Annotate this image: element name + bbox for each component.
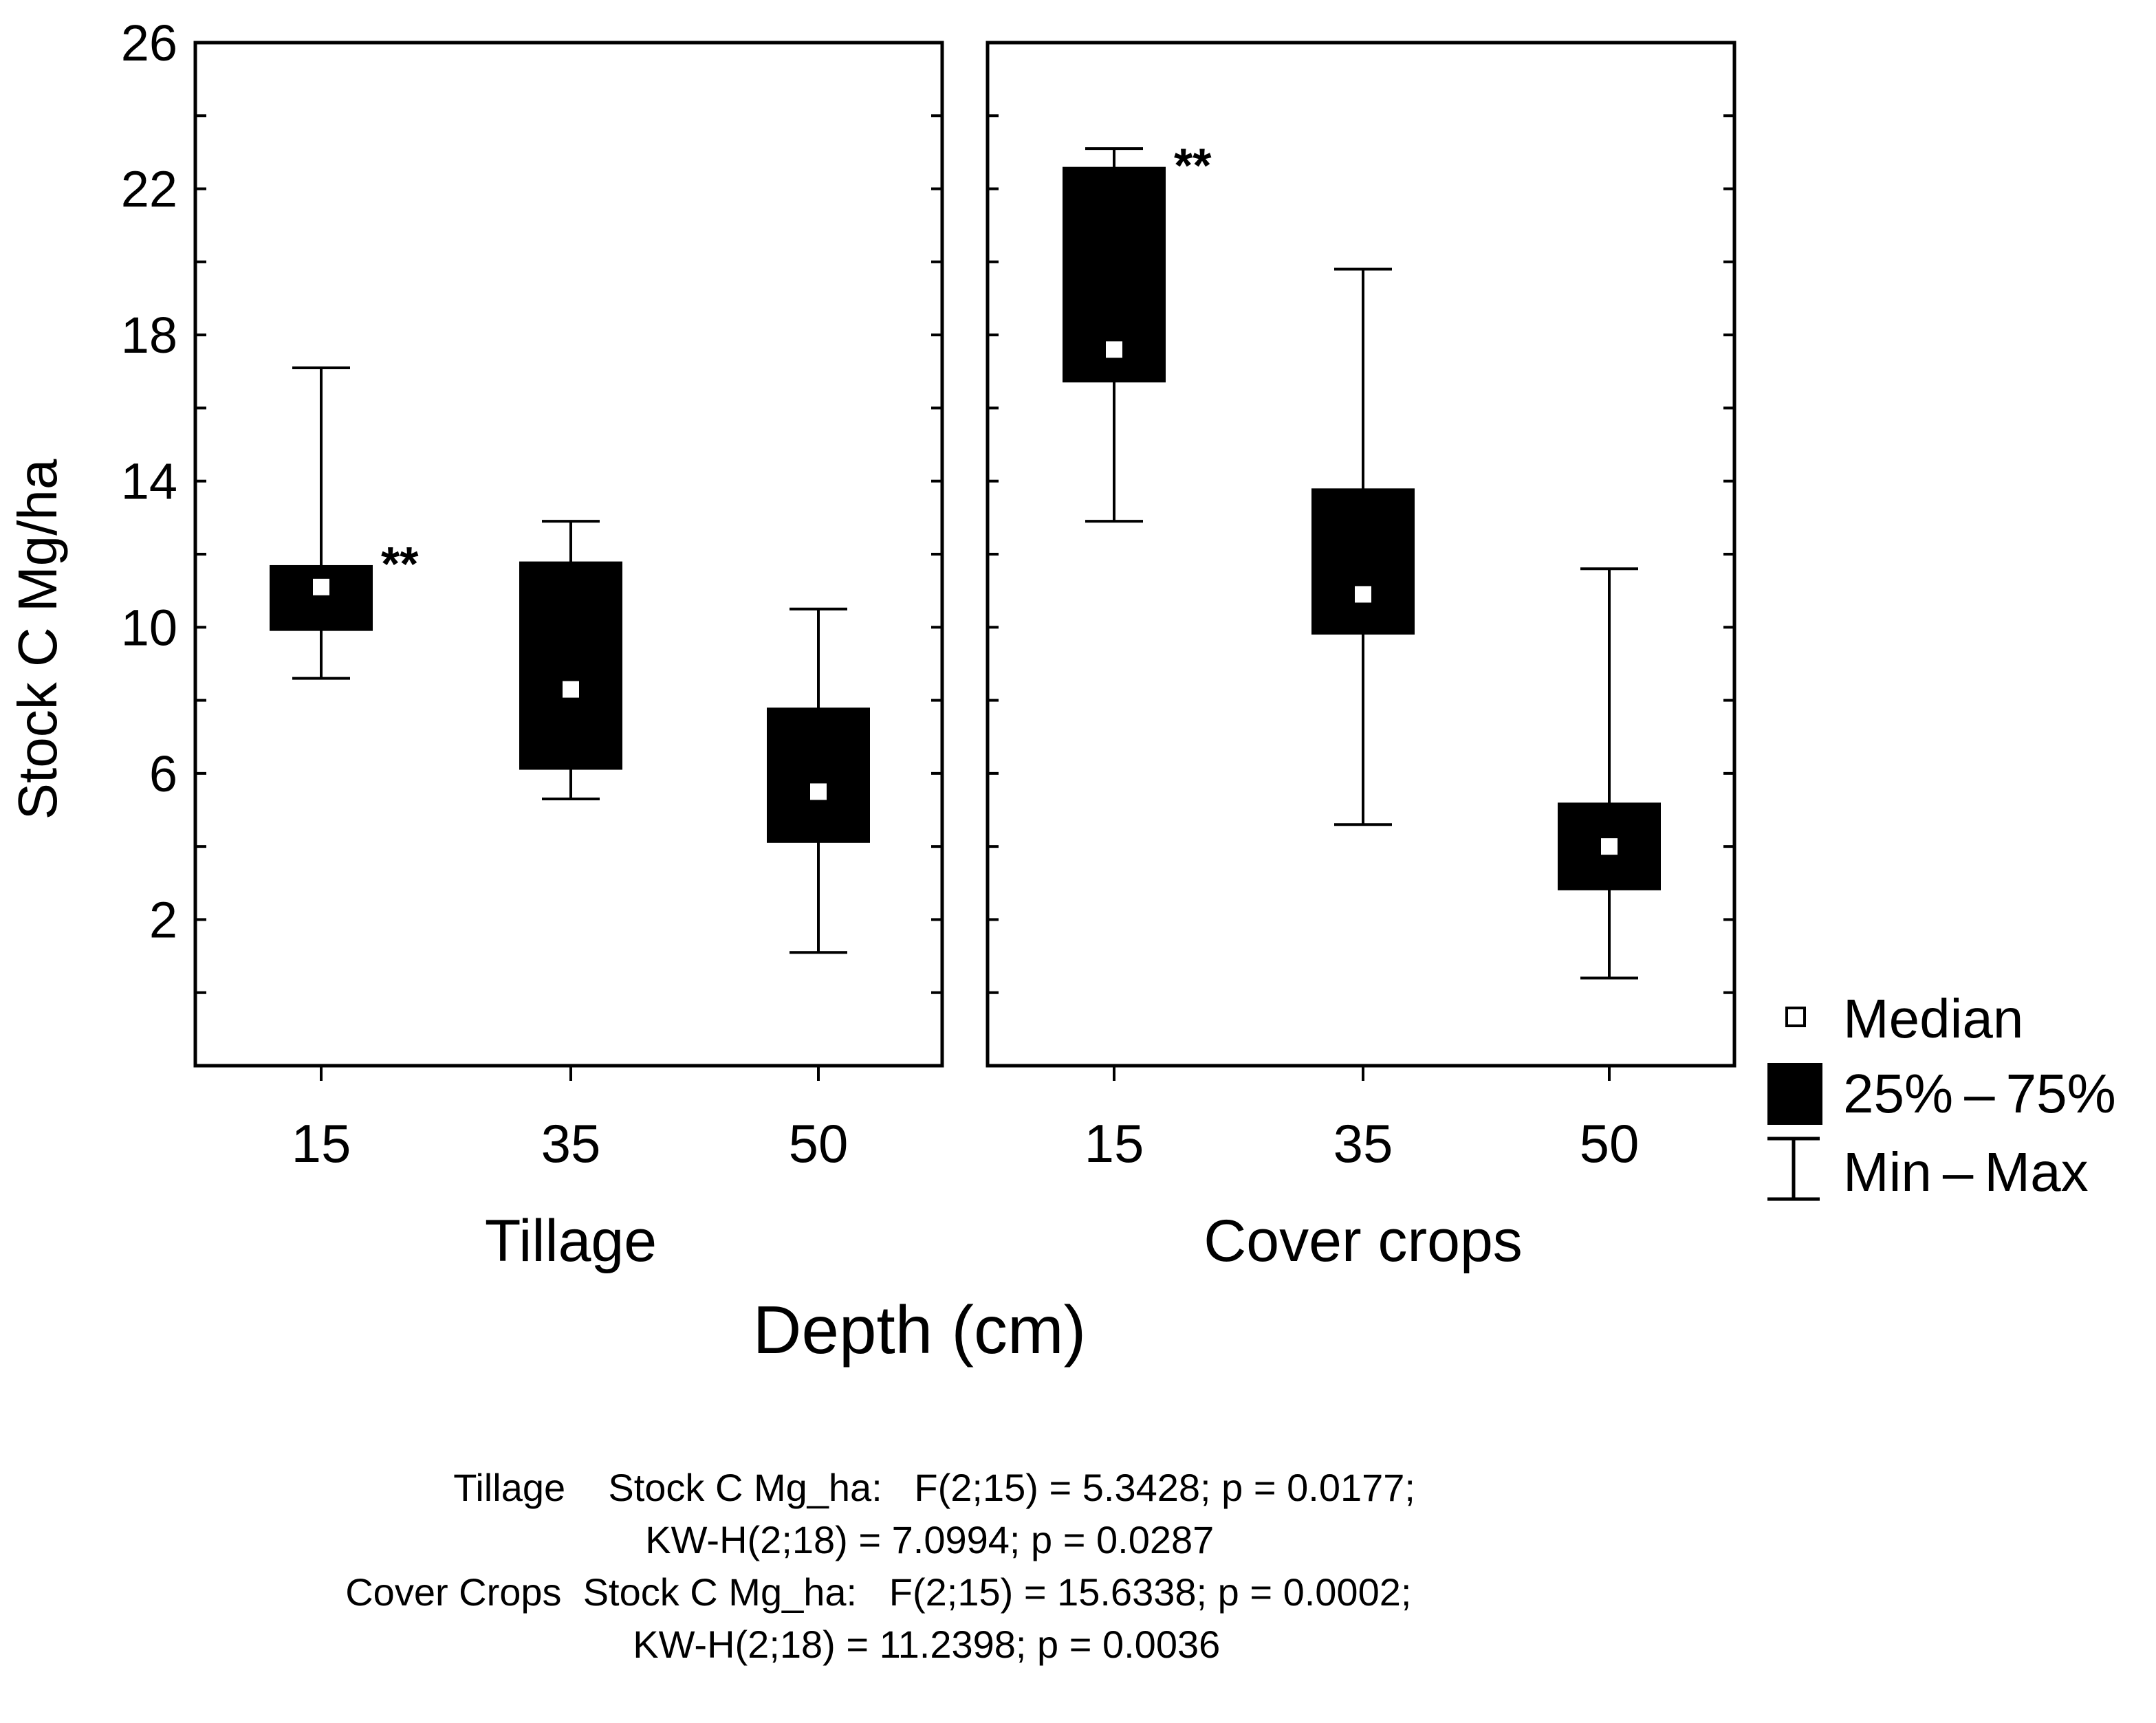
y-tick-label-22: 22 (121, 161, 177, 218)
stats-line-tillage-kw: KW-H(2;18) = 7.0994; p = 0.0287 (602, 1462, 1214, 1618)
y-axis-label: Stock C Mg/ha (7, 459, 68, 820)
median-marker-cover-crops-50 (1601, 838, 1618, 855)
y-tick-label-2: 2 (149, 891, 177, 948)
y-tick-label-18: 18 (121, 307, 177, 364)
box-tillage-50: 50 (767, 607, 870, 1174)
significance-annotation-tillage-15: ** (381, 537, 419, 591)
y-tick-label-6: 6 (149, 745, 177, 802)
stats-line-tillage: Tillage Stock C Mg_ha: F(2;15) = 5.3428;… (411, 1409, 1415, 1566)
box-tillage-35: 35 (519, 520, 622, 1174)
box-cover-crops-50: 50 (1558, 567, 1661, 1174)
median-marker-tillage-50 (810, 783, 827, 800)
iqr-box-tillage-35 (519, 561, 622, 770)
stats-text-cover-crops: Stock C Mg_ha: F(2;15) = 15.6338; p = 0.… (582, 1570, 1412, 1614)
box-cover-crops-15: ** 15 (1063, 139, 1212, 1174)
stats-line-cover-crops-kw: KW-H(2;18) = 11.2398; p = 0.0036 (590, 1566, 1220, 1723)
legend-label-median: Median (1843, 988, 2023, 1049)
iqr-box-tillage-15 (270, 564, 373, 631)
legend: Median 25% – 75% Min – Max (1767, 988, 2116, 1203)
x-tick-label-cover-crops-15: 15 (1085, 1113, 1144, 1174)
panel-frame-tillage (193, 41, 944, 1068)
legend-whisker-symbol (1767, 1137, 1820, 1201)
iqr-box-tillage-50 (767, 707, 870, 843)
box-tillage-15: ** 15 (270, 366, 419, 1174)
x-tick-label-tillage-15: 15 (292, 1113, 351, 1174)
legend-label-box: 25% – 75% (1843, 1063, 2116, 1124)
stats-text-tillage-kw: KW-H(2;18) = 7.0994; p = 0.0287 (645, 1518, 1215, 1561)
stats-prefix-tillage: Tillage (453, 1466, 566, 1509)
iqr-box-cover-crops-35 (1311, 488, 1415, 635)
legend-box-symbol (1767, 1063, 1822, 1125)
y-tick-label-26: 26 (121, 14, 177, 72)
panel-label-cover-crops: Cover crops (1204, 1208, 1523, 1274)
x-tick-label-cover-crops-35: 35 (1333, 1113, 1393, 1174)
significance-annotation-cover-crops-15: ** (1174, 139, 1212, 193)
x-tick-label-cover-crops-50: 50 (1580, 1113, 1640, 1174)
x-axis-label: Depth (cm) (753, 1292, 1087, 1368)
x-tick-label-tillage-35: 35 (541, 1113, 601, 1174)
stats-line-cover-crops: Cover Crops Stock C Mg_ha: F(2;15) = 15.… (303, 1514, 1411, 1671)
panel-label-tillage: Tillage (485, 1208, 657, 1274)
legend-median-symbol (1785, 1007, 1806, 1027)
panel-cover-crops: ** 15 35 50 Cover crops (986, 41, 1736, 1274)
median-marker-tillage-15 (313, 578, 329, 595)
median-marker-tillage-35 (563, 681, 579, 698)
stats-prefix-cover-crops: Cover Crops (345, 1570, 562, 1614)
stats-text-cover-crops-kw: KW-H(2;18) = 11.2398; p = 0.0036 (633, 1623, 1221, 1666)
labels-layer: Stock C Mg/ha Depth (cm) (7, 459, 1086, 1368)
x-tick-label-tillage-50: 50 (789, 1113, 849, 1174)
median-marker-cover-crops-35 (1355, 586, 1371, 603)
stats-text-tillage: Stock C Mg_ha: F(2;15) = 5.3428; p = 0.0… (608, 1466, 1415, 1509)
median-marker-cover-crops-15 (1106, 341, 1122, 358)
box-cover-crops-35: 35 (1311, 267, 1415, 1174)
legend-label-whisker: Min – Max (1843, 1141, 2089, 1203)
y-tick-label-14: 14 (121, 453, 177, 510)
y-tick-label-10: 10 (121, 599, 177, 656)
